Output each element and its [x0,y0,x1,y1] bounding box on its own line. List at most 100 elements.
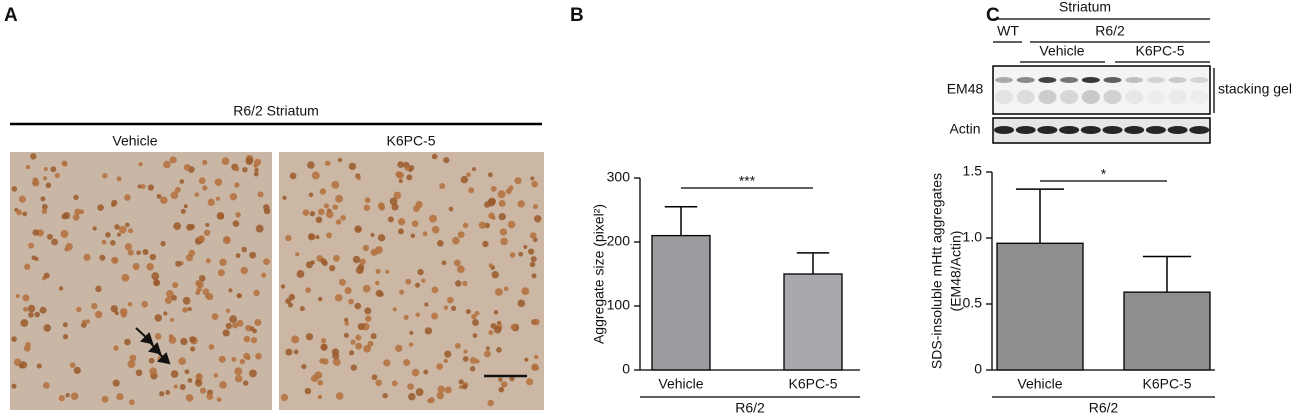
cell [229,315,238,324]
cell [466,172,471,178]
cell [455,343,461,349]
cell [215,196,221,201]
cell [397,218,406,226]
cell [441,260,447,266]
cell [398,178,403,184]
cell [174,186,181,193]
cell [348,298,354,305]
band [1016,77,1035,83]
cell [307,161,315,169]
cell [138,161,143,167]
cell [30,153,37,160]
cell [491,271,499,279]
band [1145,126,1166,134]
cell [253,289,260,297]
cell [311,171,320,180]
cell [524,357,529,362]
cell [140,184,146,189]
cell [149,367,157,375]
cell [391,203,399,211]
cell [203,229,211,237]
cell [211,313,219,320]
cell [255,224,264,233]
cell [396,171,404,179]
cell [254,319,262,327]
y-tick-label: 300 [607,169,631,185]
cell [188,249,196,257]
cell [202,159,208,166]
image-label: Vehicle [112,133,157,149]
cell [124,243,132,251]
cell [487,399,494,407]
cell [494,288,503,296]
cell [333,254,340,262]
cell [375,268,381,274]
y-axis-label: (EM48/Actin) [948,231,964,312]
cell [324,160,331,167]
cell [389,197,398,206]
cell [236,293,242,299]
cell [319,188,327,195]
blot-tissue: Striatum [1059,0,1111,15]
cell [18,195,26,203]
cell [128,228,134,234]
y-tick-label: 1.0 [963,229,983,245]
cell [72,213,80,221]
cell [499,228,508,236]
cell [325,210,334,219]
cell [490,185,497,192]
cell [202,288,210,296]
cell [43,272,50,279]
cell [27,304,36,313]
cell [76,306,82,313]
cell [124,338,131,346]
cell [185,394,194,402]
cell [280,284,286,289]
cell [422,231,428,237]
band [1168,77,1187,83]
cell [315,216,323,224]
band [1059,126,1080,134]
cell [105,232,111,238]
cell [471,167,477,172]
blot-treatment: Vehicle [1039,43,1084,59]
cell [531,273,537,279]
cell [46,233,53,240]
band [995,77,1013,83]
cell [509,252,516,258]
cell [335,194,344,203]
cell [121,273,130,282]
cell [424,327,433,335]
cell [236,319,244,327]
cell [533,318,540,326]
cell [317,208,325,216]
cell [350,364,357,371]
cell [417,268,424,276]
cell [102,173,108,179]
cell [99,254,106,261]
cell [235,212,241,218]
cell [375,246,383,254]
cell [16,209,23,216]
cell [32,177,39,183]
cell [184,369,190,375]
cell [491,216,496,221]
image-label: K6PC-5 [386,133,435,149]
x-tick-label: Vehicle [1017,376,1062,392]
cell [285,298,292,305]
cell [484,222,490,229]
cell [173,222,182,231]
cell [156,193,162,199]
cell [73,194,79,201]
cell [317,394,323,400]
band [1146,77,1165,83]
cell [453,259,461,267]
band [995,90,1013,104]
cell [364,307,372,315]
cell [308,192,314,198]
y-tick-label: 100 [607,297,631,313]
cell [462,356,469,362]
cell [282,195,287,200]
cell [472,333,478,338]
cell [362,244,370,252]
